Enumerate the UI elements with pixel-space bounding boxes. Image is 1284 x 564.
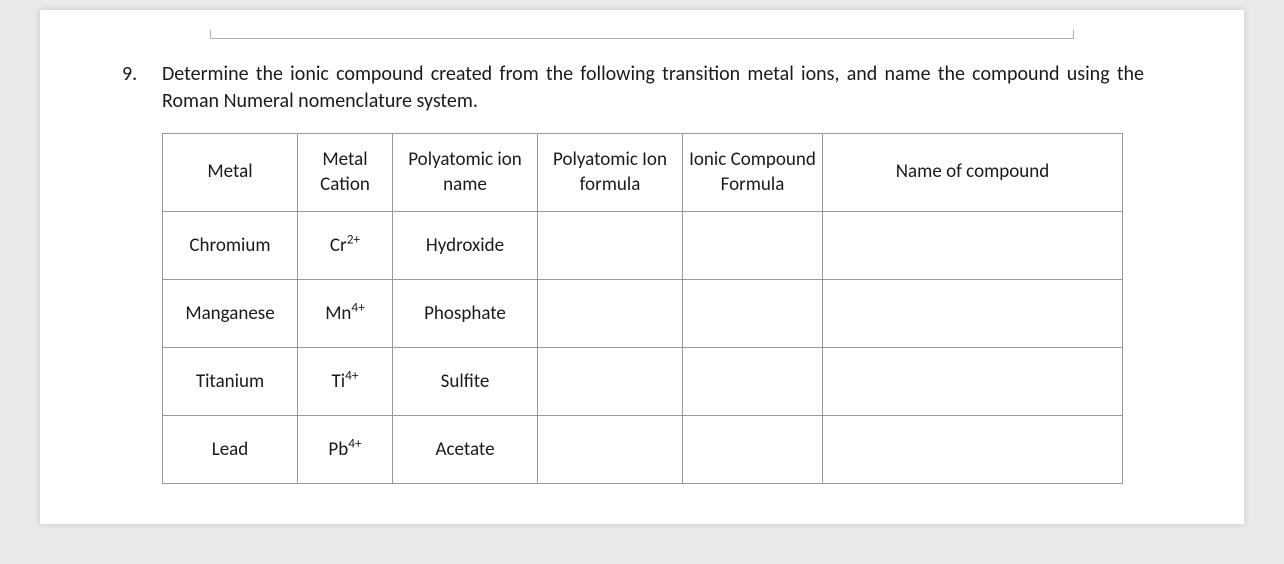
header-poly-formula: Polyatomic Ion formula	[538, 134, 683, 212]
cell-compound-name	[823, 348, 1123, 416]
cell-polyatomic-name: Sulfite	[393, 348, 538, 416]
cation-charge: 2+	[347, 231, 360, 248]
cell-metal-cation: Pb4+	[298, 416, 393, 484]
cell-polyatomic-name: Phosphate	[393, 280, 538, 348]
cation-charge: 4+	[345, 367, 358, 384]
table-header-row: Metal Metal Cation Polyatomic ion name P…	[163, 134, 1123, 212]
cell-polyatomic-formula	[538, 348, 683, 416]
header-metal: Metal	[163, 134, 298, 212]
header-metal-cation: Metal Cation	[298, 134, 393, 212]
cell-compound-formula	[683, 280, 823, 348]
header-poly-name: Polyatomic ion name	[393, 134, 538, 212]
cation-base: Pb	[328, 438, 348, 461]
table-row: ManganeseMn4+Phosphate	[163, 280, 1123, 348]
cell-metal: Lead	[163, 416, 298, 484]
ionic-compound-table: Metal Metal Cation Polyatomic ion name P…	[162, 133, 1123, 484]
cell-compound-formula	[683, 212, 823, 280]
cell-metal-cation: Mn4+	[298, 280, 393, 348]
document-page: 9. Determine the ionic compound created …	[40, 10, 1244, 524]
table-row: ChromiumCr2+Hydroxide	[163, 212, 1123, 280]
cell-metal: Titanium	[163, 348, 298, 416]
question-text: Determine the ionic compound created fro…	[162, 61, 1144, 115]
cation-charge: 4+	[348, 435, 361, 452]
cation-base: Mn	[325, 302, 351, 325]
cell-compound-name	[823, 416, 1123, 484]
cell-metal: Chromium	[163, 212, 298, 280]
cell-metal-cation: Cr2+	[298, 212, 393, 280]
cation-base: Ti	[332, 370, 346, 393]
cell-polyatomic-formula	[538, 212, 683, 280]
header-compound-formula: Ionic Compound Formula	[683, 134, 823, 212]
cell-compound-formula	[683, 416, 823, 484]
cell-polyatomic-name: Acetate	[393, 416, 538, 484]
cell-compound-formula	[683, 348, 823, 416]
cell-compound-name	[823, 212, 1123, 280]
cell-metal-cation: Ti4+	[298, 348, 393, 416]
previous-table-fragment	[210, 30, 1074, 39]
table-body: ChromiumCr2+HydroxideManganeseMn4+Phosph…	[163, 212, 1123, 484]
cell-polyatomic-name: Hydroxide	[393, 212, 538, 280]
header-compound-name: Name of compound	[823, 134, 1123, 212]
cell-metal: Manganese	[163, 280, 298, 348]
cell-polyatomic-formula	[538, 416, 683, 484]
question-number: 9.	[122, 61, 162, 115]
cation-base: Cr	[330, 234, 347, 257]
cell-polyatomic-formula	[538, 280, 683, 348]
cation-charge: 4+	[351, 299, 364, 316]
cell-compound-name	[823, 280, 1123, 348]
question-block: 9. Determine the ionic compound created …	[122, 61, 1144, 115]
table-row: LeadPb4+Acetate	[163, 416, 1123, 484]
table-row: TitaniumTi4+Sulfite	[163, 348, 1123, 416]
